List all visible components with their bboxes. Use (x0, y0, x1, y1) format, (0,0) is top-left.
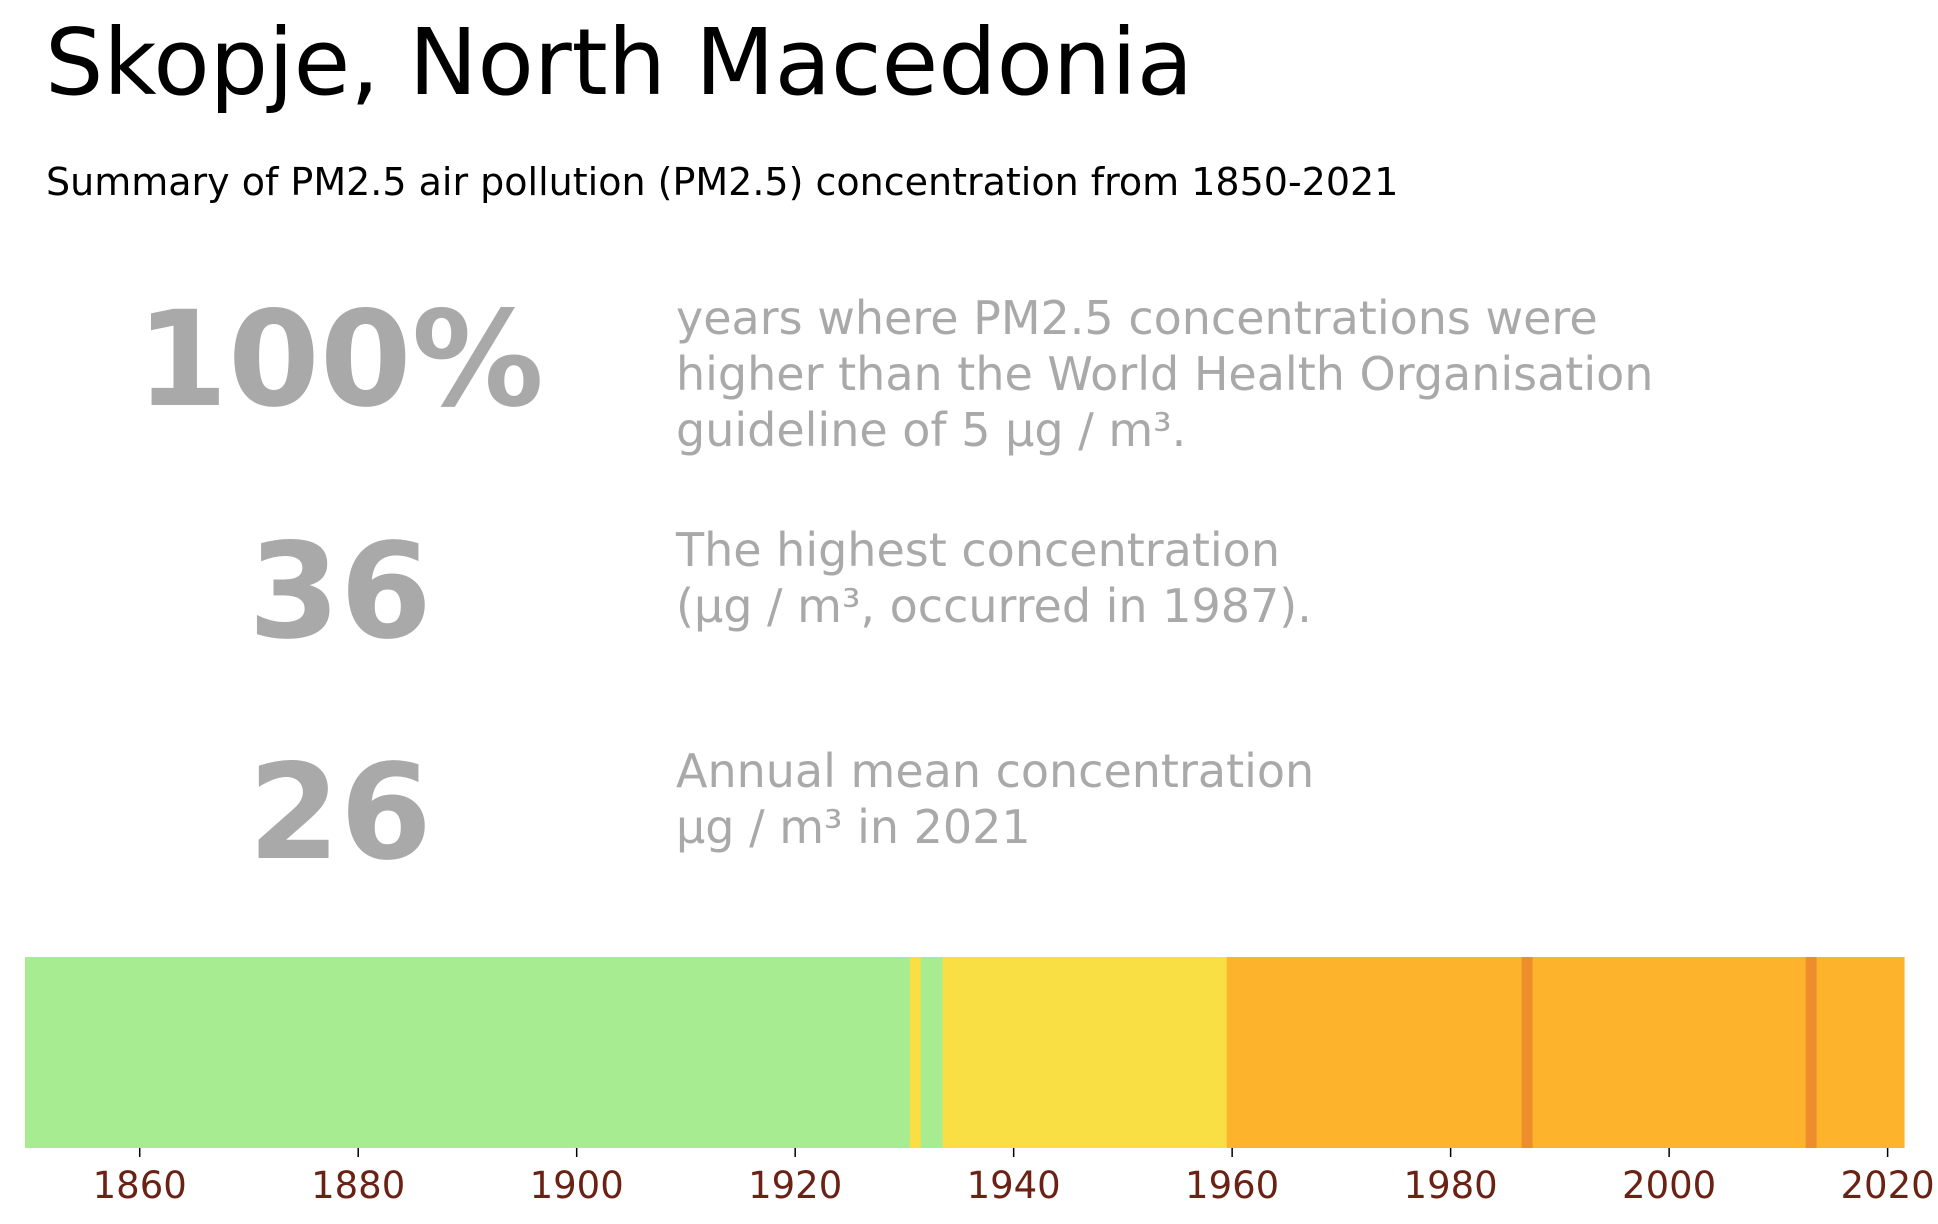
stripe-segment-1932-1933 (920, 957, 944, 1148)
stripe-segment-1850-1930 (25, 957, 911, 1148)
x-tick-label-2000: 2000 (1622, 1164, 1716, 1207)
chart-subtitle: Summary of PM2.5 air pollution (PM2.5) c… (46, 160, 1399, 204)
x-tick-label-1880: 1880 (311, 1164, 405, 1207)
stripe-segment-1987-1987 (1521, 957, 1534, 1148)
stat-text-annual-mean: Annual mean concentration μg / m³ in 202… (676, 744, 1315, 854)
stat-value-percent-above-guideline: 100% (136, 283, 544, 437)
stat-text-percent-above-guideline: years where PM2.5 concentrations were hi… (676, 291, 1654, 457)
x-tick-label-1960: 1960 (1185, 1164, 1279, 1207)
x-tick-label-1940: 1940 (967, 1164, 1061, 1207)
x-tick-label-1900: 1900 (530, 1164, 624, 1207)
stripe-segment-1960-1986 (1226, 957, 1523, 1148)
x-tick-label-1860: 1860 (93, 1164, 187, 1207)
stat-text-highest-concentration: The highest concentration (μg / m³, occu… (676, 523, 1312, 633)
stat-value-annual-mean: 26 (248, 736, 432, 890)
x-tick-label-2020: 2020 (1841, 1164, 1935, 1207)
x-tick-label-1980: 1980 (1404, 1164, 1498, 1207)
stripe-segment-1988-2012 (1532, 957, 1807, 1148)
stripe-segment-1934-1959 (942, 957, 1228, 1148)
stripe-segment-1931-1931 (909, 957, 922, 1148)
chart-title: Skopje, North Macedonia (45, 9, 1194, 116)
x-tick-label-1920: 1920 (748, 1164, 842, 1207)
stat-value-highest-concentration: 36 (248, 515, 432, 669)
stripe-segment-2014-2021 (1816, 957, 1905, 1148)
stripe-segment-2013-2013 (1805, 957, 1818, 1148)
